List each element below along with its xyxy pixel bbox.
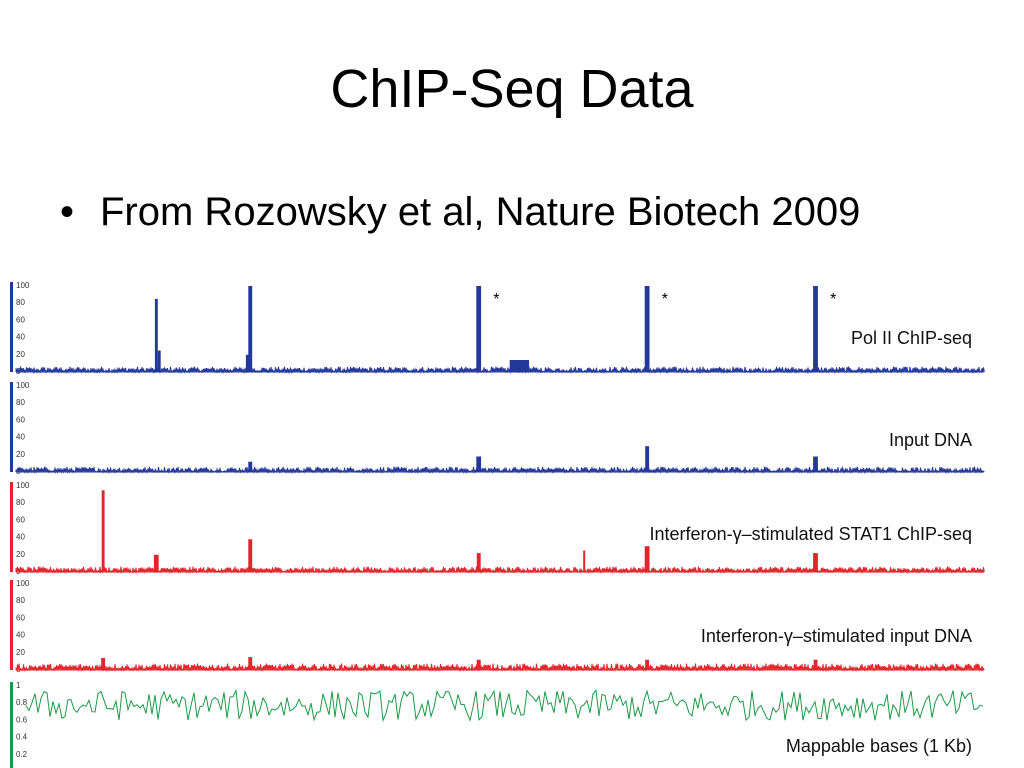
- peak-bar: [476, 456, 482, 472]
- peak-bar: [583, 550, 586, 572]
- track-label: Interferon-γ–stimulated STAT1 ChIP-seq: [650, 524, 972, 544]
- y-tick-label: 0.8: [16, 698, 28, 707]
- y-tick-label: 100: [16, 579, 30, 588]
- peak-bar: [245, 354, 249, 372]
- peak-asterisk: *: [830, 291, 836, 308]
- y-tick-label: 0.4: [16, 733, 28, 742]
- noise-series: [15, 663, 985, 672]
- track-label: Input DNA: [889, 430, 972, 450]
- peak-bar: [248, 657, 253, 670]
- peak-asterisk: *: [493, 291, 499, 308]
- y-tick-label: 0.6: [16, 715, 28, 724]
- peak-bar: [813, 553, 818, 572]
- track-label: Mappable bases (1 Kb): [786, 736, 972, 756]
- peak-bar: [248, 461, 253, 472]
- peak-bar: [154, 298, 158, 372]
- track-axis: [10, 482, 13, 572]
- track-axis: [10, 282, 13, 372]
- y-tick-label: 100: [16, 281, 30, 290]
- peak-bar: [644, 546, 650, 572]
- peak-bar: [645, 446, 650, 472]
- peak-bar: [248, 286, 253, 372]
- y-tick-label: 0.2: [16, 750, 28, 759]
- track-1: 020406080100***Pol II ChIP-seq: [10, 281, 985, 376]
- peak-bar: [153, 554, 159, 572]
- track-3: 020406080100Interferon-γ–stimulated STAT…: [10, 481, 985, 576]
- noise-series: [15, 466, 985, 474]
- chip-seq-tracks-figure: 020406080100***Pol II ChIP-seq0204060801…: [10, 281, 985, 768]
- track-axis: [10, 382, 13, 472]
- y-tick-label: 40: [16, 631, 25, 640]
- y-tick-label: 80: [16, 596, 25, 605]
- y-tick-label: 40: [16, 333, 25, 342]
- y-tick-label: 1: [16, 681, 21, 690]
- peak-bar: [509, 360, 530, 372]
- track-label: Interferon-γ–stimulated input DNA: [701, 626, 972, 646]
- track-label: Pol II ChIP-seq: [851, 328, 972, 348]
- peak-bar: [476, 286, 482, 372]
- track-axis: [10, 682, 13, 768]
- y-tick-label: 60: [16, 415, 25, 424]
- peak-bar: [813, 456, 818, 472]
- y-tick-label: 60: [16, 315, 25, 324]
- y-tick-label: 60: [16, 613, 25, 622]
- y-tick-label: 60: [16, 515, 25, 524]
- peak-bar: [813, 659, 818, 670]
- peak-bar: [813, 286, 818, 372]
- peak-bar: [476, 659, 481, 670]
- y-tick-label: 80: [16, 398, 25, 407]
- track-4: 020406080100Interferon-γ–stimulated inpu…: [10, 579, 985, 674]
- track-axis: [10, 580, 13, 670]
- peak-bar: [248, 539, 253, 572]
- peak-bar: [476, 553, 481, 572]
- y-tick-label: 100: [16, 381, 30, 390]
- y-tick-label: 20: [16, 550, 25, 559]
- bullet-item: • From Rozowsky et al, Nature Biotech 200…: [60, 192, 860, 232]
- y-tick-label: 20: [16, 648, 25, 657]
- bullet-text: From Rozowsky et al, Nature Biotech 2009: [100, 190, 861, 234]
- y-tick-label: 80: [16, 298, 25, 307]
- y-tick-label: 20: [16, 450, 25, 459]
- peak-asterisk: *: [662, 291, 668, 308]
- noise-series: [15, 366, 985, 374]
- peak-bar: [644, 286, 650, 372]
- peak-bar: [101, 658, 106, 670]
- y-tick-label: 40: [16, 433, 25, 442]
- y-tick-label: 20: [16, 350, 25, 359]
- track-2: 020406080100Input DNA: [10, 381, 985, 476]
- y-tick-label: 80: [16, 498, 25, 507]
- peak-bar: [157, 350, 161, 372]
- slide-title: ChIP-Seq Data: [330, 59, 694, 119]
- y-tick-label: 100: [16, 481, 30, 490]
- y-tick-label: 40: [16, 533, 25, 542]
- noise-series: [15, 566, 985, 574]
- mappability-line: [25, 688, 984, 723]
- bullet-marker: •: [60, 190, 75, 234]
- peak-bar: [101, 490, 105, 572]
- peak-bar: [645, 659, 650, 670]
